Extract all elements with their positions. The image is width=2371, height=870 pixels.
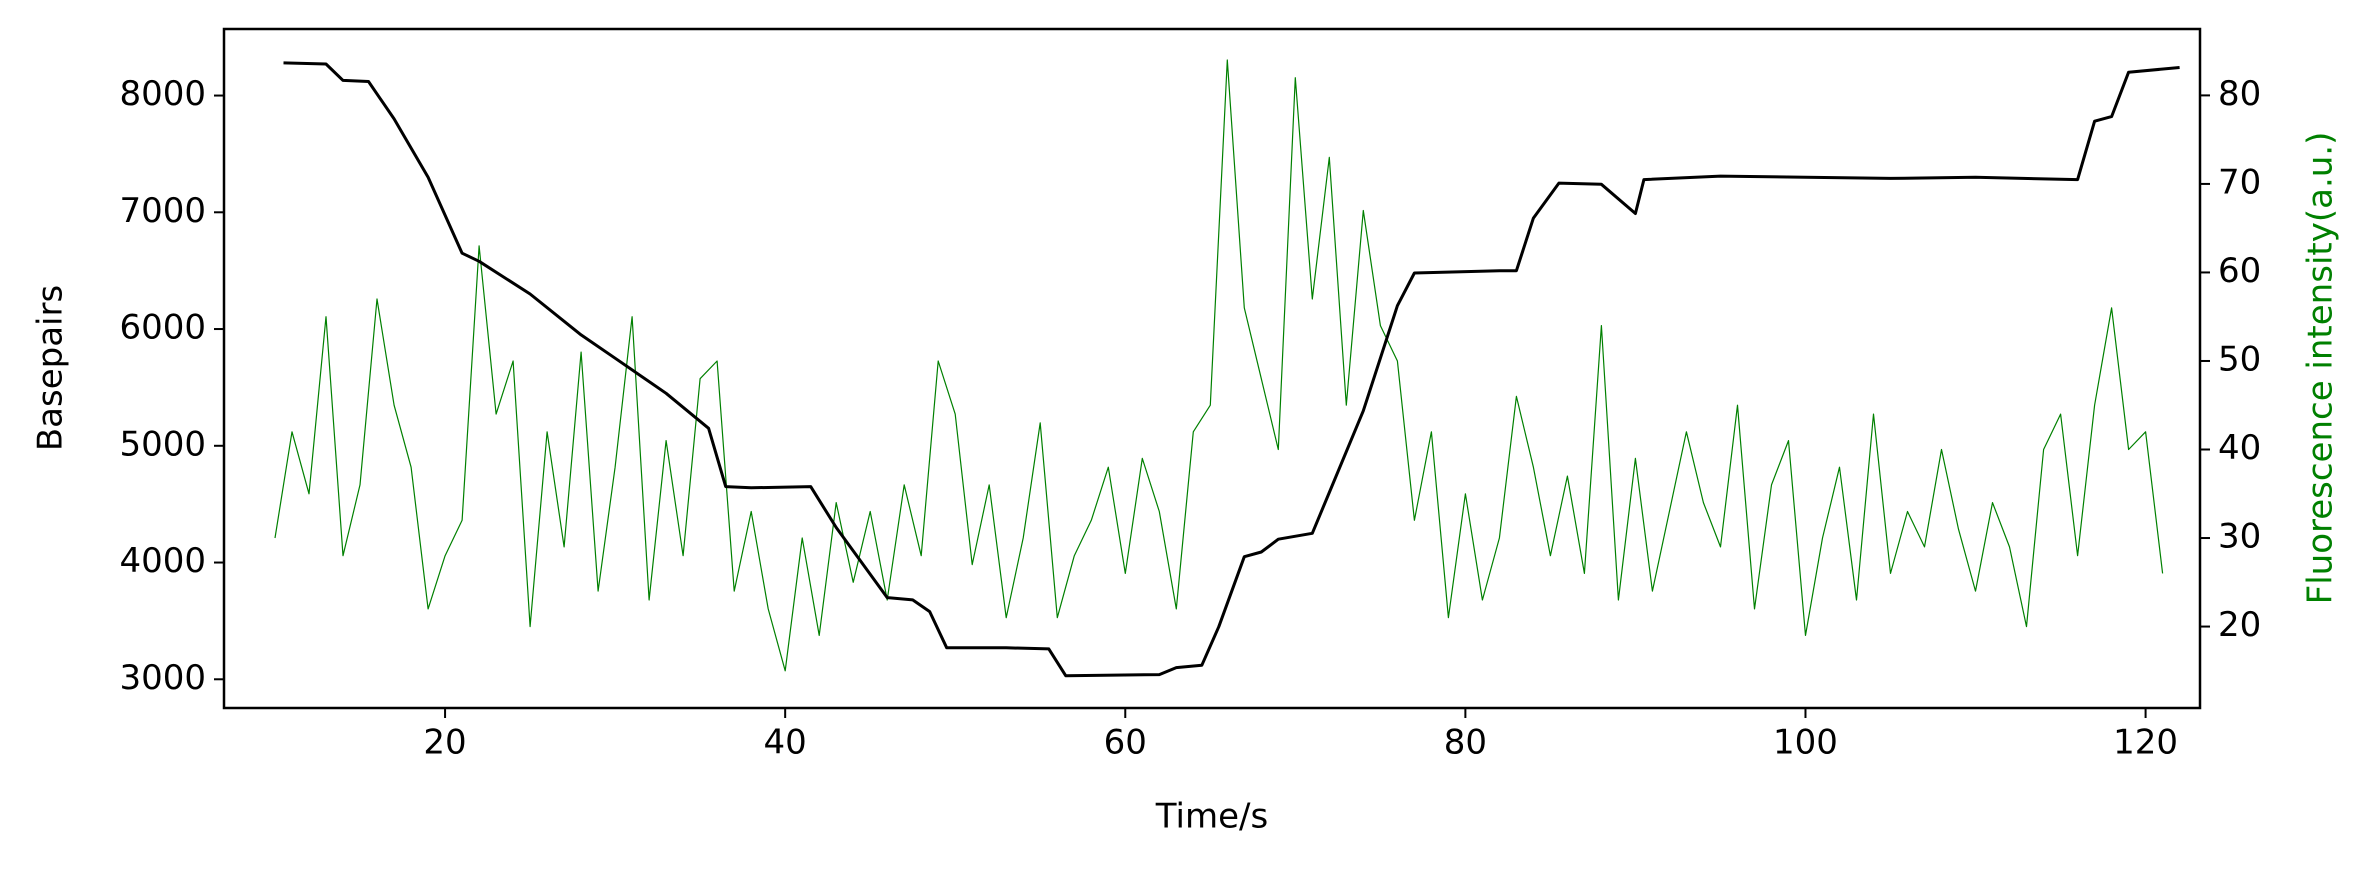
y-tick-label: 3000 (119, 658, 206, 698)
x-tick-label: 120 (2113, 723, 2178, 763)
x-tick-label: 80 (1444, 723, 1487, 763)
y-tick-label: 4000 (119, 541, 206, 581)
x-tick-label: 20 (423, 723, 466, 763)
y-tick-label: 6000 (119, 308, 206, 348)
y-tick-label: 7000 (119, 191, 206, 231)
y-tick-label: 5000 (119, 424, 206, 464)
y2-tick-label: 50 (2218, 339, 2261, 379)
data-line (274, 59, 2164, 672)
y2-tick-label: 20 (2218, 605, 2261, 645)
y-tick-label: 8000 (119, 74, 206, 114)
x-tick-label: 100 (1773, 723, 1838, 763)
y2-tick-label: 30 (2218, 517, 2261, 557)
y2-tick-label: 60 (2218, 251, 2261, 291)
y2-axis-label: Fluorescence intensity(a.u.) (2301, 132, 2341, 605)
x-tick-label: 40 (764, 723, 807, 763)
y2-tick-label: 80 (2218, 74, 2261, 114)
y2-tick-label: 70 (2218, 162, 2261, 202)
x-axis-label: Time/s (1155, 797, 1268, 837)
y2-tick-label: 40 (2218, 428, 2261, 468)
data-line (283, 61, 2180, 678)
plot-frame (222, 27, 2202, 710)
y-axis-label: Basepairs (31, 285, 71, 451)
x-tick-label: 60 (1104, 723, 1147, 763)
